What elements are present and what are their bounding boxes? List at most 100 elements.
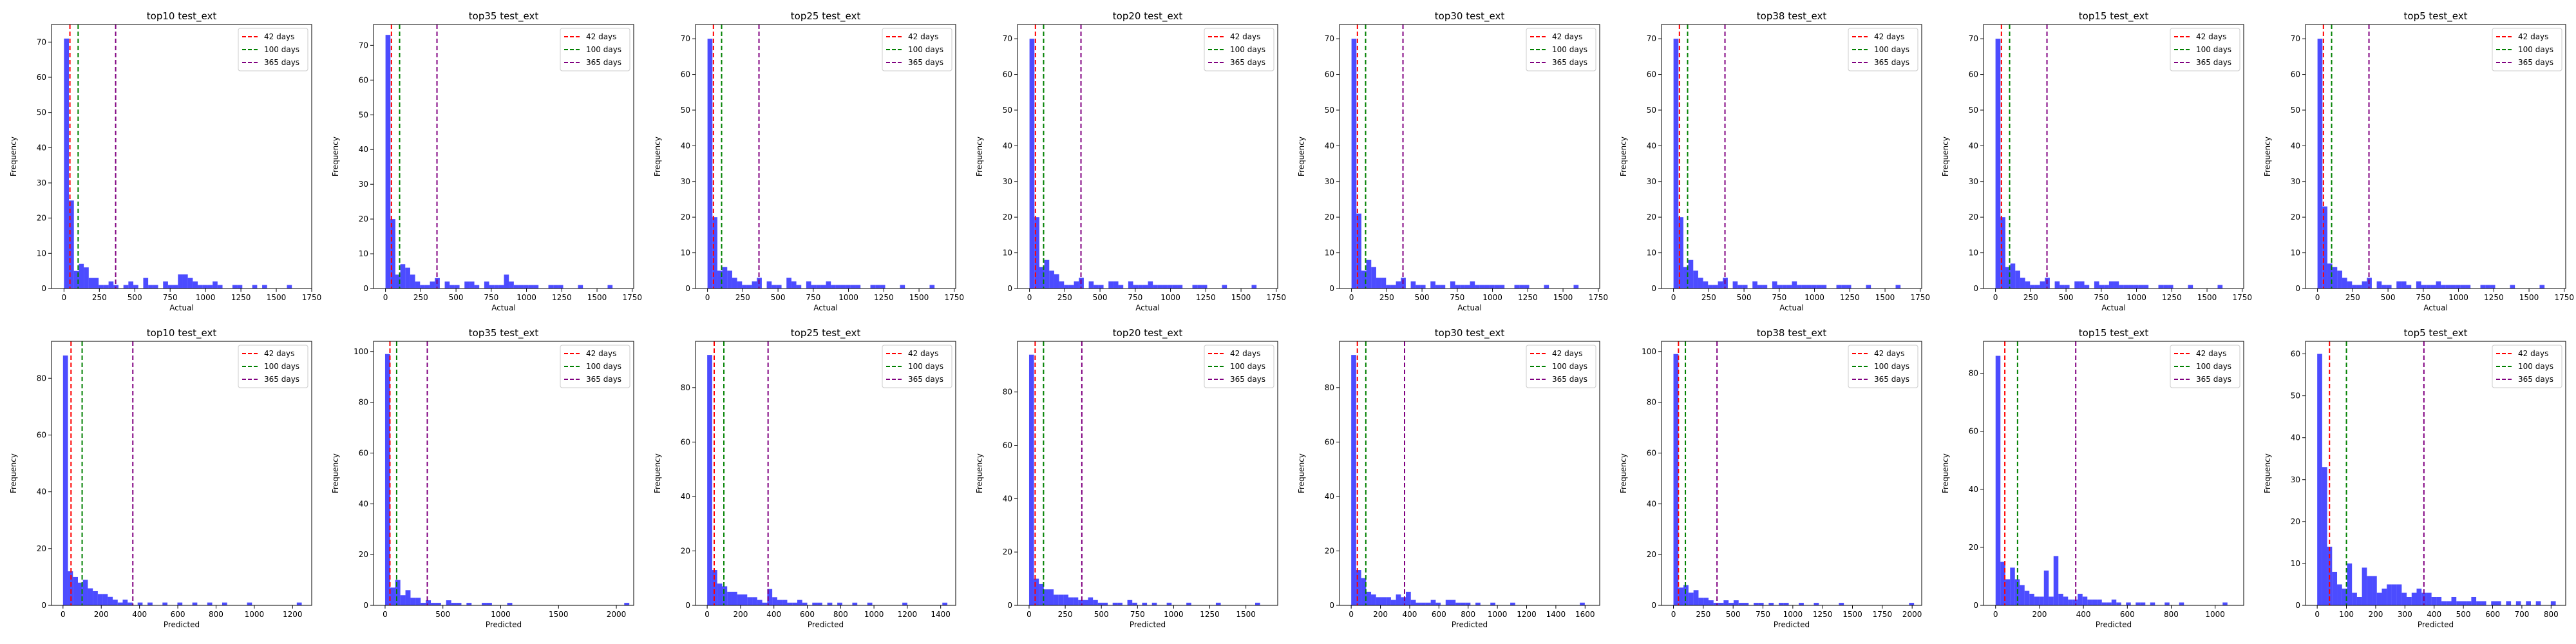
histogram-bar bbox=[791, 281, 797, 289]
y-tick-label: 30 bbox=[1969, 177, 1978, 186]
histogram-bar bbox=[1215, 602, 1221, 605]
legend-label: 100 days bbox=[1552, 45, 1587, 54]
legend-label: 365 days bbox=[586, 58, 621, 67]
axes-frame bbox=[1017, 341, 1278, 606]
histogram-bar bbox=[767, 589, 773, 605]
y-tick-label: 10 bbox=[359, 249, 368, 258]
histogram-panel-15: 0 200 400 600 800 1000 0 20 40 60 80 top15 test_ext… bbox=[1941, 327, 2244, 629]
histogram-bar bbox=[1127, 600, 1133, 605]
y-tick-label: 80 bbox=[1969, 369, 1978, 378]
histogram-bar bbox=[2386, 285, 2392, 289]
histogram-bar bbox=[2126, 602, 2131, 605]
histogram-bar bbox=[1112, 602, 1118, 605]
y-tick-label: 0 bbox=[2295, 284, 2300, 293]
x-tick-label: 1750 bbox=[2555, 293, 2575, 302]
histogram-bar bbox=[737, 281, 743, 289]
chart-title: top20 test_ext bbox=[1113, 327, 1183, 339]
histogram-bar bbox=[2426, 285, 2431, 289]
histogram-bar bbox=[77, 582, 83, 605]
histogram-bar bbox=[2107, 602, 2112, 605]
histogram-bar bbox=[578, 285, 583, 289]
histogram-bar bbox=[494, 285, 499, 289]
histogram-bar bbox=[2030, 285, 2035, 289]
x-tick-label: 1200 bbox=[898, 610, 918, 619]
histogram-bar bbox=[1097, 602, 1103, 605]
histogram-bar bbox=[2101, 602, 2107, 605]
histogram-bar bbox=[2337, 270, 2342, 289]
histogram-bar bbox=[1420, 285, 1426, 289]
histogram-bar bbox=[451, 603, 457, 605]
histogram-bar bbox=[742, 594, 748, 605]
y-tick-label: 40 bbox=[359, 499, 368, 508]
histogram-bar bbox=[2317, 39, 2323, 289]
histogram-bar bbox=[1460, 602, 1466, 605]
histogram-bar bbox=[782, 600, 788, 605]
histogram-bar bbox=[900, 285, 905, 289]
histogram-bar bbox=[1450, 281, 1455, 289]
histogram-bar bbox=[2362, 567, 2367, 605]
x-tick-label: 0 bbox=[705, 610, 710, 619]
axes-frame bbox=[1339, 24, 1600, 289]
histogram-bar bbox=[533, 285, 539, 289]
histogram-bar bbox=[772, 597, 777, 605]
histogram-bar bbox=[456, 603, 462, 605]
histogram-bar bbox=[2431, 596, 2437, 605]
histogram-bar bbox=[415, 598, 421, 605]
histogram-bar bbox=[435, 603, 441, 605]
x-tick-label: 800 bbox=[2544, 610, 2559, 619]
y-tick-label: 80 bbox=[37, 374, 46, 383]
legend: 42 days 100 days 365 days bbox=[2492, 28, 2562, 71]
y-axis-label: Frequency bbox=[331, 453, 340, 493]
x-tick-label: 250 bbox=[1696, 610, 1710, 619]
histogram-bar bbox=[287, 285, 292, 289]
x-tick-label: 500 bbox=[2059, 293, 2074, 302]
y-tick-label: 70 bbox=[1325, 34, 1334, 43]
histogram-bar bbox=[69, 200, 74, 289]
x-axis-label: Predicted bbox=[1452, 620, 1488, 629]
histogram-bar bbox=[108, 281, 114, 289]
histogram-bar bbox=[2322, 206, 2327, 289]
histogram-bar bbox=[2116, 602, 2121, 605]
histogram-panel-8: 0 250 500 750 1000 1250 1500 1750 0 10 20 30 40 50 60 7… bbox=[2263, 10, 2574, 312]
histogram-bar bbox=[1742, 285, 1748, 289]
histogram-bar bbox=[2461, 601, 2467, 605]
histogram-bar bbox=[1499, 285, 1505, 289]
y-tick-label: 20 bbox=[359, 550, 368, 559]
histogram-bar bbox=[1410, 281, 1416, 289]
legend-label: 100 days bbox=[908, 45, 943, 54]
chart-title: top20 test_ext bbox=[1113, 10, 1183, 23]
histogram-bar bbox=[737, 594, 743, 605]
legend-label: 365 days bbox=[264, 58, 299, 67]
histogram-bar bbox=[806, 281, 811, 289]
histogram-bar bbox=[450, 285, 455, 289]
histogram-bar bbox=[2539, 285, 2545, 289]
x-axis-label: Actual bbox=[2101, 303, 2126, 312]
histogram-bar bbox=[2485, 285, 2490, 289]
histogram-bar bbox=[2005, 267, 2011, 289]
histogram-bar bbox=[2396, 584, 2402, 605]
histogram-bar bbox=[395, 274, 401, 289]
y-axis-label: Frequency bbox=[2263, 137, 2272, 176]
histogram-bar bbox=[2054, 281, 2060, 289]
axes-frame bbox=[51, 24, 312, 289]
histogram-bar bbox=[1524, 285, 1530, 289]
histogram-bar bbox=[1063, 594, 1068, 605]
histogram-bar bbox=[2060, 285, 2065, 289]
histogram-bar bbox=[1995, 39, 2001, 289]
histogram-bar bbox=[1806, 285, 1812, 289]
histogram-bar bbox=[2128, 285, 2134, 289]
y-tick-label: 40 bbox=[1325, 141, 1334, 150]
x-tick-label: 500 bbox=[1094, 610, 1109, 619]
histogram-bar bbox=[1148, 281, 1153, 289]
y-tick-label: 70 bbox=[37, 37, 46, 46]
histogram-bar bbox=[1059, 281, 1065, 289]
histogram-bar bbox=[446, 600, 451, 605]
x-tick-label: 0 bbox=[61, 610, 66, 619]
x-tick-label: 500 bbox=[1093, 293, 1108, 302]
histogram-bar bbox=[772, 285, 777, 289]
x-tick-label: 750 bbox=[1130, 610, 1145, 619]
x-tick-label: 1500 bbox=[909, 293, 929, 302]
y-tick-label: 100 bbox=[1642, 347, 1656, 356]
y-tick-label: 30 bbox=[1647, 177, 1656, 186]
histogram-bar bbox=[722, 586, 728, 605]
